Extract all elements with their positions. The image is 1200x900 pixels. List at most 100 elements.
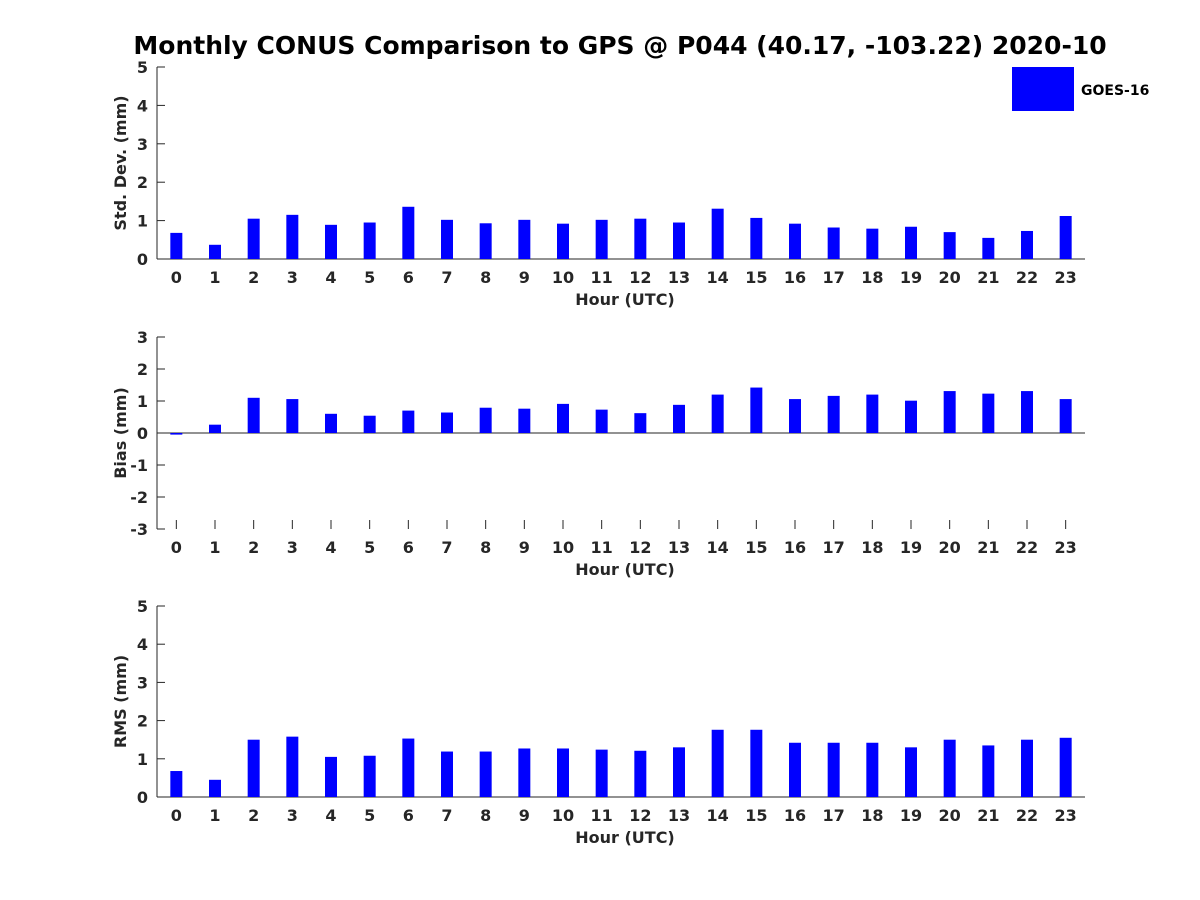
rms-bar-hour-23 <box>1059 737 1072 797</box>
std-dev-bar-hour-20 <box>943 232 956 259</box>
std-dev-x-tick-label: 4 <box>325 268 336 287</box>
rms-x-tick-label: 19 <box>900 806 922 825</box>
bias-bar-hour-8 <box>479 407 492 433</box>
rms-bar-hour-5 <box>363 755 376 797</box>
std-dev-x-tick-label: 15 <box>745 268 767 287</box>
rms-bar-hour-10 <box>557 748 569 797</box>
bias-x-tick-label: 22 <box>1016 538 1038 557</box>
std-dev-bar-hour-15 <box>750 217 763 259</box>
rms-x-tick-label: 5 <box>364 806 375 825</box>
std-dev-x-tick-label: 7 <box>441 268 452 287</box>
std-dev-x-tick-label: 12 <box>629 268 651 287</box>
std-dev-bar-hour-0 <box>170 232 183 259</box>
std-dev-bar-hour-16 <box>789 223 801 259</box>
std-dev-y-tick-label: 2 <box>137 173 148 192</box>
rms-x-tick-label: 9 <box>519 806 530 825</box>
std-dev-x-tick-label: 2 <box>248 268 259 287</box>
bias-x-tick-label: 3 <box>287 538 298 557</box>
legend-label-goes-16: GOES-16 <box>1081 83 1149 99</box>
bias-x-tick-label: 18 <box>861 538 883 557</box>
rms-bar-hour-12 <box>634 750 647 797</box>
rms-y-axis-label: RMS (mm) <box>111 655 130 748</box>
bias-bar-hour-4 <box>325 413 337 433</box>
std-dev-bar-hour-23 <box>1059 215 1072 259</box>
bias-bar-hour-19 <box>905 400 917 433</box>
bias-y-tick-label: -2 <box>130 488 148 507</box>
chart-title: Monthly CONUS Comparison to GPS @ P044 (… <box>133 31 1106 60</box>
rms-x-tick-label: 6 <box>403 806 414 825</box>
rms-x-tick-label: 20 <box>939 806 961 825</box>
bias-bar-hour-16 <box>789 399 801 433</box>
bias-x-tick-label: 8 <box>480 538 491 557</box>
bias-y-tick-label: 2 <box>137 360 148 379</box>
std-dev-x-tick-label: 5 <box>364 268 375 287</box>
bias-bar-hour-10 <box>557 403 569 433</box>
rms-bar-hour-7 <box>441 751 453 797</box>
rms-y-tick-label: 2 <box>137 712 148 731</box>
bias-bar-hour-14 <box>711 394 724 433</box>
rms-x-tick-label: 15 <box>745 806 767 825</box>
std-dev-bar-hour-14 <box>711 208 724 259</box>
std-dev-bar-hour-10 <box>557 223 569 259</box>
legend: GOES-16 <box>1012 67 1149 111</box>
bias-bar-hour-9 <box>518 408 531 433</box>
std-dev-bar-hour-22 <box>1021 230 1033 259</box>
legend-swatch-goes-16 <box>1012 67 1074 111</box>
rms-bar-hour-21 <box>982 745 995 797</box>
rms-y-tick-label: 0 <box>137 788 148 807</box>
std-dev-bar-hour-4 <box>325 224 337 259</box>
rms-x-tick-label: 1 <box>209 806 220 825</box>
bias-bar-hour-2 <box>247 397 260 433</box>
rms-bar-hour-16 <box>789 742 801 797</box>
rms-x-axis-label: Hour (UTC) <box>575 828 675 847</box>
std-dev-bar-hour-3 <box>286 214 299 259</box>
bias-y-tick-label: -3 <box>130 520 148 539</box>
std-dev-y-tick-label: 5 <box>137 58 148 77</box>
std-dev-bar-hour-6 <box>402 206 415 259</box>
rms-x-tick-label: 16 <box>784 806 806 825</box>
std-dev-y-tick-label: 1 <box>137 212 148 231</box>
rms-bar-hour-18 <box>866 742 879 797</box>
rms-x-tick-label: 2 <box>248 806 259 825</box>
bias-y-tick-label: -1 <box>130 456 148 475</box>
std-dev-x-tick-label: 20 <box>939 268 961 287</box>
bias-x-tick-label: 5 <box>364 538 375 557</box>
rms-bar-hour-0 <box>170 771 183 797</box>
rms-x-tick-label: 4 <box>325 806 336 825</box>
std-dev-bar-hour-7 <box>441 219 453 259</box>
bias-x-tick-label: 23 <box>1055 538 1077 557</box>
std-dev-x-tick-label: 16 <box>784 268 806 287</box>
std-dev-x-tick-label: 11 <box>591 268 613 287</box>
rms-y-tick-label: 4 <box>137 635 148 654</box>
bias-x-tick-label: 10 <box>552 538 574 557</box>
rms-bar-hour-3 <box>286 736 299 797</box>
rms-x-tick-label: 12 <box>629 806 651 825</box>
std-dev-x-tick-label: 13 <box>668 268 690 287</box>
std-dev-x-tick-label: 0 <box>171 268 182 287</box>
bias-y-tick-label: 3 <box>137 328 148 347</box>
rms-x-tick-label: 0 <box>171 806 182 825</box>
bias-x-tick-label: 9 <box>519 538 530 557</box>
bias-x-tick-label: 6 <box>403 538 414 557</box>
std-dev-bar-hour-21 <box>982 237 995 259</box>
rms-bar-hour-20 <box>943 739 956 797</box>
std-dev-x-tick-label: 17 <box>823 268 845 287</box>
std-dev-x-tick-label: 8 <box>480 268 491 287</box>
rms-y-tick-label: 5 <box>137 597 148 616</box>
rms-bar-hour-13 <box>673 747 685 797</box>
rms-y-tick-label: 3 <box>137 673 148 692</box>
std-dev-bar-hour-19 <box>905 226 917 259</box>
bias-x-tick-label: 0 <box>171 538 182 557</box>
rms-x-tick-label: 14 <box>707 806 729 825</box>
rms-bar-hour-19 <box>905 747 917 797</box>
std-dev-bar-hour-5 <box>363 222 376 259</box>
bias-bar-hour-17 <box>827 395 840 433</box>
std-dev-x-tick-label: 6 <box>403 268 414 287</box>
bias-bar-hour-6 <box>402 410 415 433</box>
bias-x-tick-label: 21 <box>977 538 999 557</box>
rms-x-tick-label: 8 <box>480 806 491 825</box>
bias-x-tick-label: 17 <box>823 538 845 557</box>
